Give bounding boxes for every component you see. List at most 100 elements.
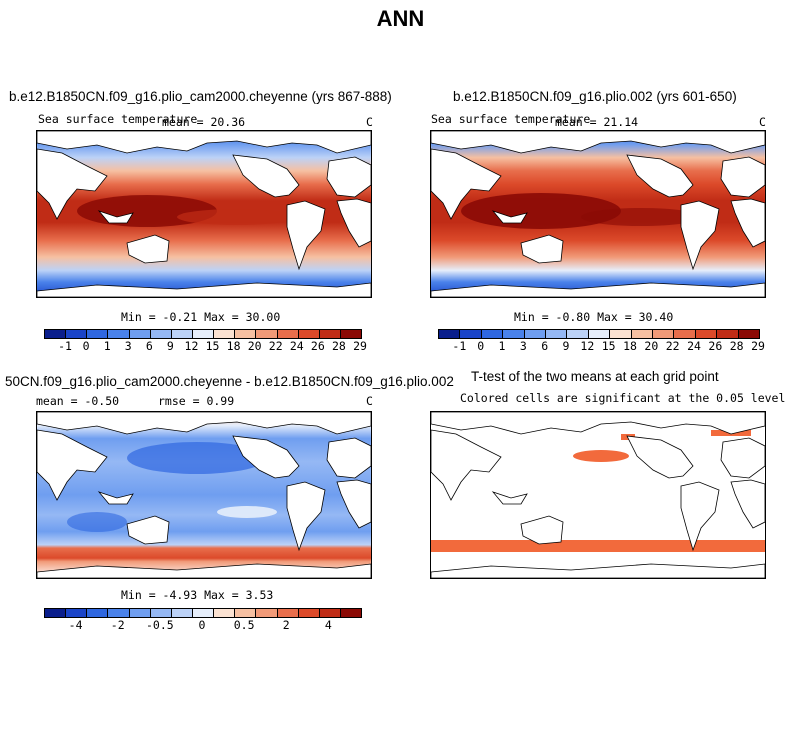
colorbar-swatch: [610, 330, 632, 338]
colorbar-swatch: [717, 330, 739, 338]
colorbar-tick-label: 18: [226, 339, 241, 353]
colorbar-swatch: [45, 330, 67, 338]
colorbar-tick-label: -2: [110, 618, 125, 632]
panel-1-minmax: Min = -0.21 Max = 30.00: [121, 310, 281, 324]
main-title: ANN: [376, 6, 425, 31]
colorbar-swatch: [192, 609, 215, 617]
panel-1-title: b.e12.B1850CN.f09_g16.plio_cam2000.cheye…: [9, 89, 392, 104]
colorbar-tick-label: 4: [324, 618, 332, 632]
colorbar-tick-label: -1: [452, 339, 467, 353]
significant-cells: [431, 414, 765, 552]
colorbar-tick-label: 22: [665, 339, 680, 353]
colorbar-swatch: [524, 330, 547, 338]
colorbar-tick-label: 26: [708, 339, 723, 353]
colorbar-swatch: [340, 330, 362, 338]
colorbar-tick-label: 1: [498, 339, 506, 353]
colorbar-tick-label: 20: [644, 339, 659, 353]
panel-4-subtitle: Colored cells are significant at the 0.0…: [460, 391, 786, 405]
colorbar-swatch: [171, 609, 193, 617]
colorbar-tick-label: 28: [331, 339, 346, 353]
panel-2-units: C: [759, 115, 766, 129]
panel-2-map-svg: [431, 131, 765, 297]
colorbar-tick-label: 0.5: [233, 618, 255, 632]
panel-3-mean: mean = -0.50: [36, 394, 120, 408]
panel-1-colorbar-labels: -1 0 1 3 6 9 12 15 18 20 22 24 26 28 29: [44, 339, 367, 353]
colorbar-tick-label: 20: [247, 339, 262, 353]
panel-2-map: [430, 130, 766, 298]
colorbar-swatch: [340, 609, 362, 617]
colorbar-tick-label: 15: [205, 339, 220, 353]
colorbar-tick-label: 1: [103, 339, 111, 353]
colorbar-swatch: [277, 330, 299, 338]
panel-2-colorbar: [438, 329, 760, 339]
colorbar-swatch: [129, 330, 151, 338]
panel-1-units: C: [366, 115, 373, 129]
panel-1-variable: Sea surface temperature: [38, 112, 198, 126]
colorbar-swatch: [460, 330, 482, 338]
colorbar-swatch: [319, 609, 341, 617]
panel-3-map-svg: [37, 412, 371, 578]
colorbar-swatch: [277, 609, 299, 617]
colorbar-swatch: [481, 330, 504, 338]
colorbar-tick-label: 12: [580, 339, 595, 353]
colorbar-tick-label: 6: [145, 339, 153, 353]
colorbar-swatch: [66, 609, 88, 617]
panel-4-title: T-test of the two means at each grid poi…: [471, 369, 719, 384]
panel-2-mean: mean = 21.14: [555, 115, 639, 129]
colorbar-swatch: [298, 609, 320, 617]
panel-2-title: b.e12.B1850CN.f09_g16.plio.002 (yrs 601-…: [453, 89, 737, 104]
colorbar-swatch: [214, 609, 236, 617]
colorbar-swatch: [87, 330, 109, 338]
colorbar-tick-label: 0: [82, 339, 90, 353]
colorbar-swatch: [192, 330, 215, 338]
colorbar-swatch: [567, 330, 589, 338]
panel-4-map: [430, 411, 766, 579]
colorbar-swatch: [695, 330, 718, 338]
colorbar-tick-label: 12: [184, 339, 199, 353]
panel-1-mean: mean = 20.36: [162, 115, 246, 129]
colorbar-swatch: [108, 330, 130, 338]
panel-1-map-svg: [37, 131, 371, 297]
colorbar-tick-label: 3: [519, 339, 527, 353]
colorbar-swatch: [87, 609, 109, 617]
colorbar-swatch: [150, 609, 172, 617]
colorbar-swatch: [150, 330, 172, 338]
colorbar-tick-label: 24: [687, 339, 701, 353]
panel-3-rmse: rmse = 0.99: [158, 394, 235, 408]
colorbar-tick-label: 29: [751, 339, 765, 353]
panel-3-title: 50CN.f09_g16.plio_cam2000.cheyenne - b.e…: [5, 374, 454, 389]
colorbar-swatch: [108, 609, 130, 617]
colorbar-tick-label: 24: [289, 339, 304, 353]
colorbar-swatch: [256, 330, 278, 338]
colorbar-swatch: [129, 609, 151, 617]
colorbar-swatch: [319, 330, 341, 338]
panel-2-colorbar-labels: -1 0 1 3 6 9 12 15 18 20 22 24 26 28 29: [438, 339, 765, 353]
colorbar-tick-label: 3: [124, 339, 132, 353]
panel-1-map: [36, 130, 372, 298]
colorbar-swatch: [45, 609, 67, 617]
colorbar-tick-label: 22: [268, 339, 283, 353]
colorbar-swatch: [738, 330, 760, 338]
colorbar-tick-label: -0.5: [146, 618, 174, 632]
colorbar-swatch: [588, 330, 611, 338]
colorbar-swatch: [235, 609, 257, 617]
colorbar-swatch: [631, 330, 654, 338]
panel-3-colorbar: [44, 608, 362, 618]
panel-1-colorbar: [44, 329, 362, 339]
colorbar-tick-label: -1: [58, 339, 72, 353]
colorbar-swatch: [256, 609, 278, 617]
colorbar-swatch: [439, 330, 461, 338]
panel-4-map-svg: [431, 412, 765, 578]
panel-3-colorbar-labels: -4 -2 -0.5 0 0.5 2 4: [44, 618, 360, 632]
colorbar-swatch: [503, 330, 525, 338]
colorbar-tick-label: 9: [166, 339, 174, 353]
colorbar-swatch: [171, 330, 193, 338]
panel-3-units: C: [366, 394, 373, 408]
colorbar-swatch: [653, 330, 675, 338]
colorbar-tick-label: 29: [353, 339, 367, 353]
colorbar-tick-label: 0: [198, 618, 206, 632]
colorbar-swatch: [298, 330, 320, 338]
colorbar-swatch: [214, 330, 236, 338]
colorbar-tick-label: 28: [729, 339, 744, 353]
panel-2-variable: Sea surface temperature: [431, 112, 591, 126]
